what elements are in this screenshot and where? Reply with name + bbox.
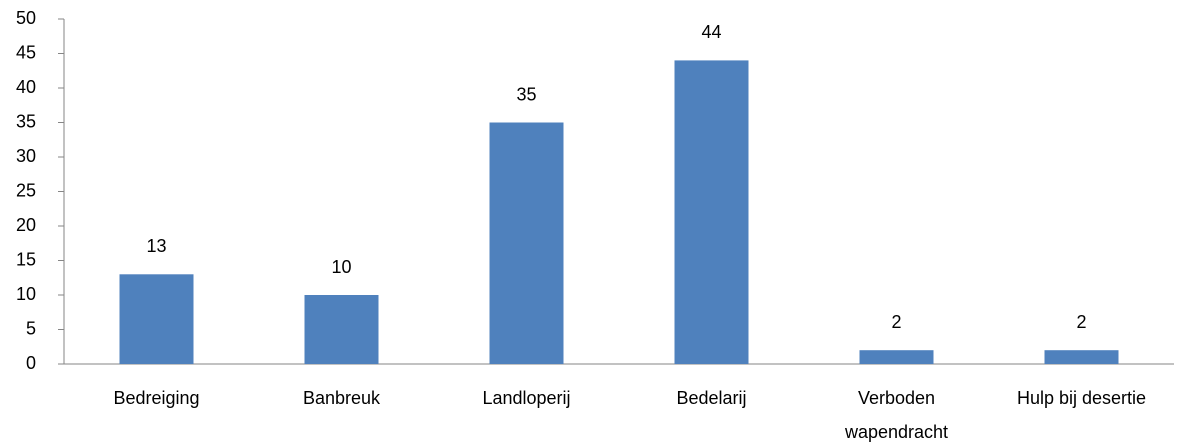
data-label: 2 [1076, 312, 1086, 332]
data-label: 2 [891, 312, 901, 332]
y-tick-label: 10 [16, 284, 36, 304]
y-tick-label: 0 [26, 353, 36, 373]
y-tick-label: 45 [16, 42, 36, 62]
bar [489, 122, 564, 364]
x-tick-label: Hulp bij desertie [1016, 388, 1147, 408]
x-tick-label: Landloperij [482, 388, 571, 408]
bar [674, 60, 749, 365]
data-label: 13 [146, 236, 166, 256]
y-tick-label: 50 [16, 8, 36, 28]
y-tick-label: 15 [16, 249, 36, 269]
bar [304, 295, 379, 364]
y-tick-label: 20 [16, 215, 36, 235]
y-tick-label: 25 [16, 180, 36, 200]
data-label: 35 [516, 84, 536, 104]
y-tick-label: 40 [16, 77, 36, 97]
y-tick-label: 30 [16, 146, 36, 166]
bar [119, 274, 194, 364]
bar [859, 350, 934, 364]
x-tick-label: Verboden wapendracht [844, 388, 949, 442]
x-tick-label: Bedreiging [113, 388, 200, 408]
y-tick-label: 35 [16, 111, 36, 131]
data-label: 44 [701, 22, 721, 42]
x-tick-label: Bedelarij [676, 388, 747, 408]
y-tick-label: 5 [26, 318, 36, 338]
x-tick-label: Banbreuk [302, 388, 381, 408]
bar [1044, 350, 1119, 364]
data-label: 10 [331, 257, 351, 277]
